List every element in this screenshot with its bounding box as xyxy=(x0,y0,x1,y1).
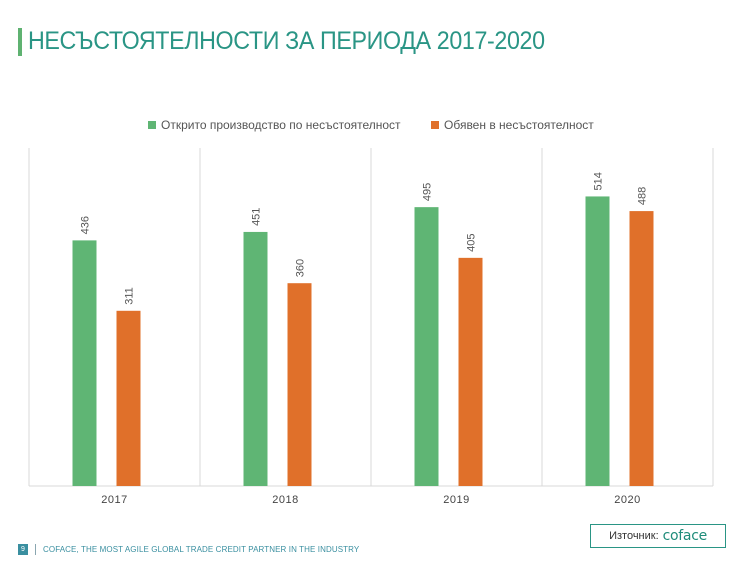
chart-legend: Открито производство по несъстоятелност … xyxy=(0,118,740,134)
x-tick-label-2018: 2018 xyxy=(272,494,298,506)
bar-opened-2019 xyxy=(414,207,439,486)
data-label-opened-2020: 514 xyxy=(593,172,605,190)
title-accent-bar xyxy=(18,28,22,56)
data-label-declared-2019: 405 xyxy=(466,233,478,251)
bar-declared-2018 xyxy=(287,283,312,486)
legend-label-declared: Обявен в несъстоятелност xyxy=(444,118,594,132)
bar-opened-2017 xyxy=(72,240,97,486)
data-label-opened-2019: 495 xyxy=(422,183,434,201)
legend-swatch-green xyxy=(148,121,156,129)
legend-swatch-orange xyxy=(431,121,439,129)
x-tick-label-2020: 2020 xyxy=(614,494,640,506)
x-tick-label-2019: 2019 xyxy=(443,494,469,506)
bar-declared-2019 xyxy=(458,257,483,486)
data-label-declared-2020: 488 xyxy=(637,187,649,205)
data-label-declared-2017: 311 xyxy=(124,287,136,305)
bar-opened-2018 xyxy=(243,231,268,486)
legend-item-declared: Обявен в несъстоятелност xyxy=(431,118,594,132)
footer-divider xyxy=(35,544,36,555)
legend-label-opened: Открито производство по несъстоятелност xyxy=(161,118,401,132)
legend-item-opened: Открито производство по несъстоятелност xyxy=(148,118,401,132)
source-label: Източник: xyxy=(609,530,659,542)
bar-opened-2020 xyxy=(585,196,610,487)
coface-logo: coface xyxy=(662,528,708,544)
data-label-opened-2017: 436 xyxy=(80,216,92,234)
source-box: Източник: coface xyxy=(590,524,726,548)
footer-text: COFACE, THE MOST AGILE GLOBAL TRADE CRED… xyxy=(43,545,360,554)
data-label-declared-2018: 360 xyxy=(295,259,307,277)
bar-declared-2017 xyxy=(116,310,141,486)
page-number: 9 xyxy=(18,544,28,555)
bar-declared-2020 xyxy=(629,211,654,487)
x-tick-label-2017: 2017 xyxy=(101,494,127,506)
data-label-opened-2018: 451 xyxy=(251,208,263,226)
page-title: НЕСЪСТОЯТЕЛНОСТИ ЗА ПЕРИОДА 2017-2020 xyxy=(28,27,545,55)
